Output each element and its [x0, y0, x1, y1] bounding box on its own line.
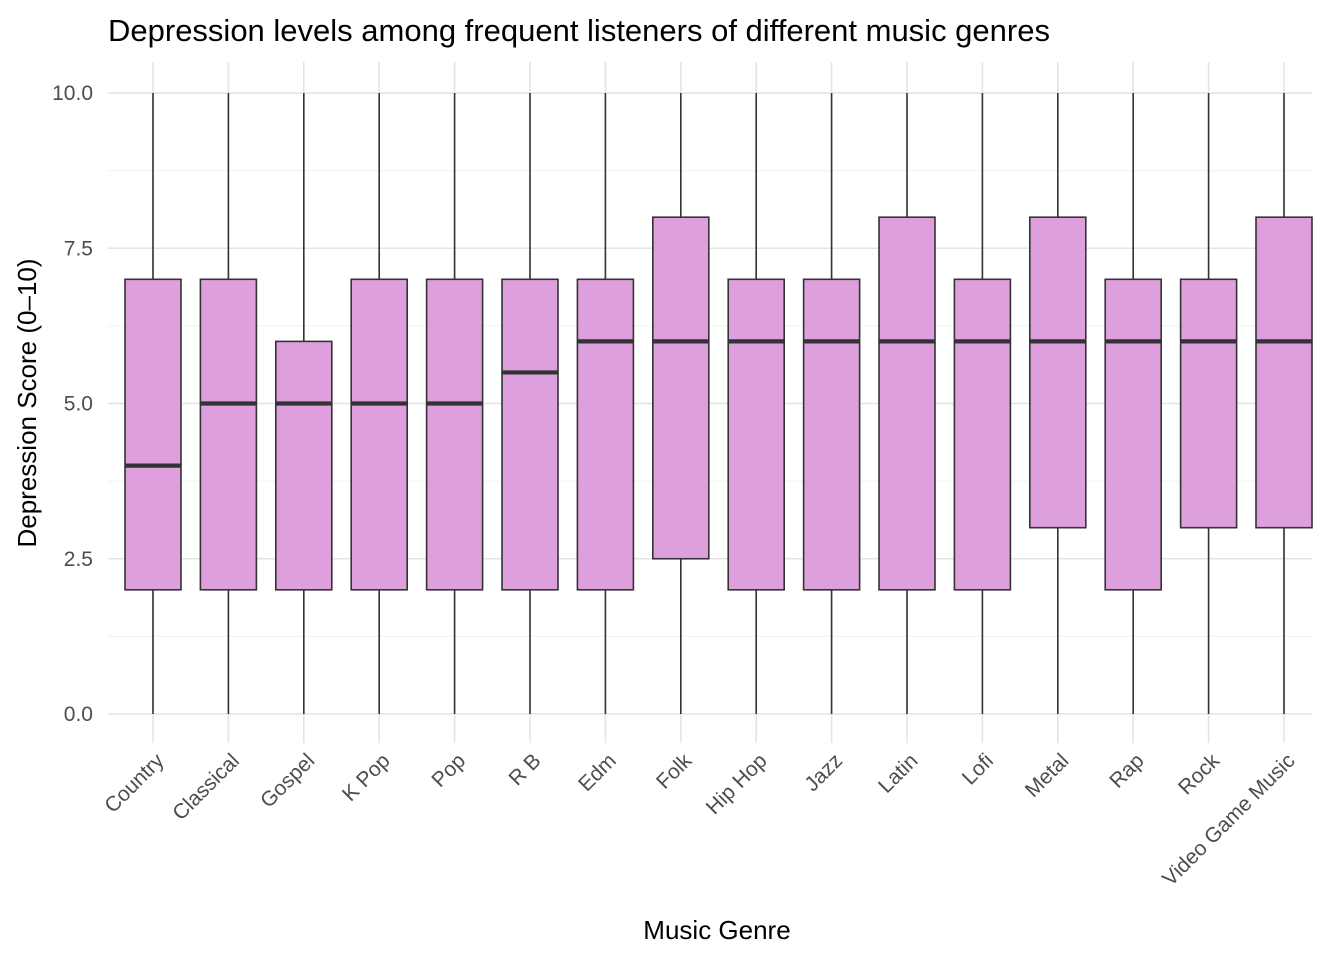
- box-lofi: [953, 93, 1012, 714]
- box-video-game-music: [1255, 93, 1313, 714]
- y-tick-label: 10.0: [52, 82, 93, 105]
- box-iqr: [651, 216, 710, 560]
- box-gospel: [274, 93, 333, 714]
- x-axis-title: Music Genre: [643, 915, 790, 945]
- y-tick-label: 5.0: [64, 393, 93, 416]
- x-tick-label: Metal: [1021, 749, 1074, 802]
- box-iqr: [1255, 216, 1313, 529]
- x-tick-label: Edm: [574, 749, 621, 796]
- y-axis-title: Depression Score (0–10): [12, 258, 42, 547]
- box-iqr: [501, 278, 559, 591]
- chart-title: Depression levels among frequent listene…: [108, 13, 1050, 48]
- x-tick-label: Classical: [168, 749, 244, 825]
- box-latin: [878, 93, 936, 714]
- box-iqr: [727, 278, 786, 591]
- x-tick-label: Folk: [652, 749, 697, 794]
- box-iqr: [274, 340, 333, 591]
- box-k-pop: [350, 93, 409, 714]
- box-country: [124, 93, 182, 714]
- box-pop: [425, 93, 484, 714]
- box-metal: [1029, 93, 1087, 714]
- box-iqr: [953, 278, 1012, 591]
- y-tick-label: 2.5: [64, 548, 93, 571]
- x-tick-label: Latin: [874, 749, 922, 797]
- y-tick-label: 0.0: [64, 703, 93, 726]
- box-edm: [576, 93, 635, 714]
- x-tick-label: Rap: [1105, 749, 1149, 793]
- box-iqr: [802, 278, 861, 591]
- x-tick-label: Rock: [1174, 749, 1224, 799]
- x-tick-label: Hip Hop: [702, 749, 772, 819]
- box-rap: [1104, 93, 1162, 714]
- x-tick-label: Country: [100, 749, 169, 818]
- x-tick-label: Video Game Music: [1158, 749, 1299, 890]
- box-rock: [1179, 93, 1238, 714]
- box-iqr: [1029, 216, 1087, 529]
- x-tick-label: R B: [505, 749, 546, 790]
- y-tick-label: 7.5: [64, 237, 93, 260]
- box-iqr: [350, 278, 409, 591]
- box-iqr: [576, 278, 635, 591]
- box-iqr: [199, 278, 258, 591]
- box-iqr: [1104, 278, 1162, 591]
- box-iqr: [425, 278, 484, 591]
- box-r-b: [501, 93, 559, 714]
- plot-area: 0.0 2.5 5.0 7.5 10.0 Country Classical Gospel K …: [52, 62, 1313, 891]
- box-jazz: [802, 93, 861, 714]
- box-classical: [199, 93, 258, 714]
- box-iqr: [124, 278, 182, 591]
- box-iqr: [1179, 278, 1238, 529]
- x-tick-label: Lofi: [958, 749, 998, 789]
- x-tick-label: K Pop: [338, 749, 395, 806]
- box-folk: [651, 93, 710, 714]
- x-tick-label: Pop: [427, 749, 470, 792]
- box-hip-hop: [727, 93, 786, 714]
- x-tick-label: Gospel: [256, 749, 319, 812]
- x-tick-label: Jazz: [800, 749, 847, 796]
- box-iqr: [878, 216, 936, 591]
